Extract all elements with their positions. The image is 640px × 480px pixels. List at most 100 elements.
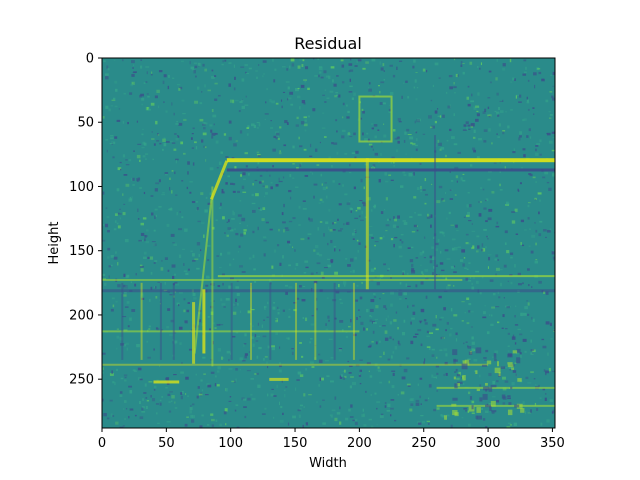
heatmap-cell (497, 259, 500, 261)
heatmap-cell (348, 325, 351, 328)
heatmap-cell (186, 309, 190, 313)
heatmap-cell (128, 159, 132, 162)
heatmap-cell (265, 192, 268, 195)
heatmap-cell (215, 219, 218, 221)
heatmap-cell (409, 216, 413, 218)
heatmap-cell (546, 132, 551, 136)
heatmap-cell (453, 86, 457, 89)
heatmap-cell (140, 232, 145, 236)
heatmap-cell (159, 402, 162, 406)
heatmap-cell (358, 242, 361, 245)
heatmap-cell (471, 400, 475, 404)
heatmap-cell (134, 414, 137, 417)
heatmap-cell (489, 406, 492, 411)
heatmap-cell (484, 410, 489, 414)
heatmap-cell (416, 87, 419, 89)
heatmap-cell (405, 298, 407, 300)
heatmap-cell (299, 163, 302, 167)
heatmap-cell (214, 75, 217, 77)
heatmap-cell (205, 159, 207, 162)
heatmap-cell (467, 85, 470, 88)
heatmap-cell (222, 216, 225, 220)
heatmap-cell (276, 132, 280, 136)
heatmap-cell (403, 292, 407, 296)
heatmap-cell (475, 370, 478, 375)
heatmap-cell (296, 297, 300, 300)
heatmap-cell (153, 243, 157, 247)
heatmap-cell (173, 243, 178, 247)
heatmap-cell (126, 274, 130, 278)
heatmap-cell (346, 221, 350, 225)
heatmap-cell (354, 65, 358, 67)
heatmap-cell (140, 268, 144, 272)
heatmap-cell (314, 282, 317, 360)
heatmap-cell (411, 263, 414, 268)
heatmap-cell (475, 250, 479, 253)
heatmap-cell (116, 328, 120, 330)
heatmap-cell (252, 254, 255, 258)
heatmap-cell (487, 217, 492, 221)
heatmap-cell (247, 397, 251, 401)
heatmap-cell (231, 218, 235, 220)
heatmap-cell (288, 286, 293, 289)
heatmap-cell (415, 257, 419, 259)
heatmap-cell (237, 214, 242, 217)
heatmap-cell (495, 225, 500, 228)
heatmap-cell (290, 58, 295, 62)
heatmap-cell (461, 360, 464, 362)
heatmap-cell (281, 379, 283, 383)
heatmap-cell (228, 358, 230, 362)
heatmap-cell (214, 375, 217, 378)
heatmap-cell (287, 97, 292, 100)
heatmap-cell (236, 293, 240, 297)
heatmap-cell (342, 184, 344, 187)
heatmap-cell (138, 159, 141, 163)
heatmap-cell (102, 239, 106, 242)
heatmap-cell (479, 291, 482, 295)
heatmap-cell (107, 247, 111, 251)
heatmap-cell (233, 303, 236, 306)
heatmap-cell (475, 270, 480, 273)
heatmap-cell (137, 218, 140, 220)
heatmap-cell (130, 281, 132, 284)
heatmap-cell (316, 262, 321, 265)
heatmap-cell (221, 303, 226, 306)
heatmap-cell (234, 228, 236, 231)
heatmap-cell (312, 108, 316, 112)
heatmap-cell (410, 246, 414, 249)
heatmap-cell (112, 304, 115, 308)
heatmap-cell (179, 86, 183, 90)
heatmap-cell (336, 151, 339, 155)
heatmap-cell (467, 192, 470, 194)
heatmap-cell (355, 231, 357, 234)
heatmap-cell (391, 355, 393, 359)
heatmap-cell (528, 245, 531, 247)
heatmap-cell (154, 215, 156, 220)
heatmap-cell (492, 380, 496, 385)
heatmap-cell (163, 74, 167, 78)
heatmap-cell (303, 102, 306, 105)
heatmap-cell (348, 91, 353, 93)
heatmap-cell (311, 366, 315, 369)
heatmap-cell (463, 257, 466, 259)
heatmap-cell (476, 415, 483, 420)
heatmap-cell (255, 193, 259, 197)
heatmap-cell (352, 232, 355, 236)
heatmap-cell (180, 392, 183, 395)
heatmap-cell (214, 383, 217, 387)
heatmap-cell (399, 282, 402, 285)
heatmap-cell (223, 305, 226, 308)
heatmap-cell (431, 348, 435, 351)
heatmap-cell (429, 126, 433, 129)
heatmap-cell (388, 380, 391, 384)
heatmap-cell (190, 66, 195, 70)
heatmap-cell (328, 338, 333, 340)
heatmap-cell (116, 347, 118, 350)
heatmap-cell (257, 162, 260, 165)
heatmap-cell (384, 405, 387, 408)
heatmap-cell (321, 377, 324, 381)
heatmap-cell (314, 75, 318, 77)
heatmap-cell (156, 89, 160, 94)
heatmap-cell (178, 326, 183, 330)
heatmap-cell (214, 82, 218, 85)
